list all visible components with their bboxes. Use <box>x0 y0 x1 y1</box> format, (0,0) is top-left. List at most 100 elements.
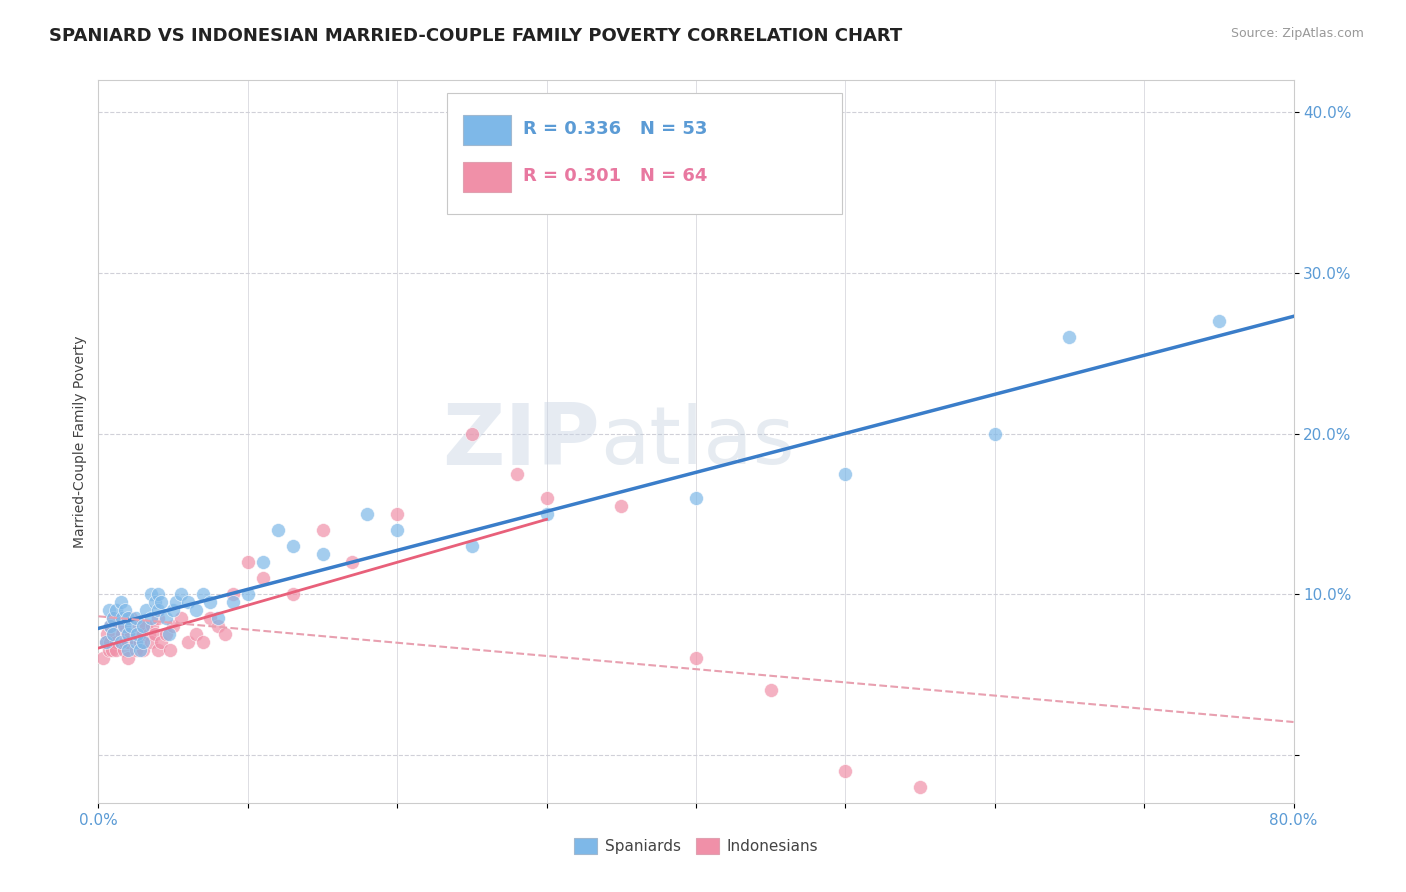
Point <box>191 635 214 649</box>
Point <box>356 507 378 521</box>
Point <box>148 611 170 625</box>
Point <box>103 627 125 641</box>
Point <box>165 595 187 609</box>
Point <box>177 635 200 649</box>
Point <box>252 555 274 569</box>
Point <box>148 603 170 617</box>
Point <box>114 603 136 617</box>
FancyBboxPatch shape <box>447 93 842 214</box>
Point <box>759 683 782 698</box>
Point <box>281 539 304 553</box>
Point <box>184 603 207 617</box>
Point <box>150 595 173 609</box>
Point <box>252 571 274 585</box>
Point <box>111 627 134 641</box>
Point <box>311 547 333 561</box>
Point <box>236 555 259 569</box>
Point <box>143 595 166 609</box>
Point <box>105 603 128 617</box>
Point <box>159 643 181 657</box>
Point <box>200 611 222 625</box>
Point <box>536 507 558 521</box>
Point <box>207 611 229 625</box>
Point <box>610 499 633 513</box>
Point <box>91 651 114 665</box>
Point <box>135 603 157 617</box>
Point <box>138 627 160 641</box>
Legend: Spaniards, Indonesians: Spaniards, Indonesians <box>568 832 824 860</box>
Point <box>155 611 177 625</box>
Point <box>1059 330 1081 344</box>
Point <box>110 595 132 609</box>
Point <box>98 635 122 649</box>
Point <box>139 635 162 649</box>
Point <box>103 611 125 625</box>
Text: Source: ZipAtlas.com: Source: ZipAtlas.com <box>1230 27 1364 40</box>
Point <box>97 643 120 657</box>
Point <box>132 635 155 649</box>
Point <box>112 643 135 657</box>
Point <box>125 643 148 657</box>
Point <box>184 627 207 641</box>
Point <box>169 611 191 625</box>
Point <box>461 426 484 441</box>
Point <box>97 603 120 617</box>
Point <box>114 619 136 633</box>
Point <box>148 587 170 601</box>
Point <box>124 635 146 649</box>
Point <box>132 619 155 633</box>
Point <box>98 619 122 633</box>
Point <box>128 619 150 633</box>
Point <box>120 611 142 625</box>
Bar <box>463 162 510 193</box>
Point <box>101 643 124 657</box>
Point <box>984 426 1007 441</box>
Point <box>162 619 184 633</box>
Point <box>117 635 139 649</box>
Point <box>135 619 157 633</box>
Point <box>461 539 484 553</box>
Point <box>385 523 409 537</box>
Point <box>1208 314 1230 328</box>
Point <box>114 635 136 649</box>
Bar <box>463 115 510 145</box>
Point <box>169 587 191 601</box>
Point <box>908 780 931 794</box>
Point <box>132 627 155 641</box>
Point <box>311 523 333 537</box>
Point <box>125 611 148 625</box>
Point <box>222 595 245 609</box>
Point <box>111 611 134 625</box>
Point <box>127 627 149 641</box>
Point <box>834 467 856 481</box>
Text: ZIP: ZIP <box>443 400 600 483</box>
Point <box>1059 812 1081 826</box>
Point <box>685 651 707 665</box>
Y-axis label: Married-Couple Family Poverty: Married-Couple Family Poverty <box>73 335 87 548</box>
Point <box>117 611 139 625</box>
Point <box>267 523 290 537</box>
Point <box>1133 828 1156 842</box>
Point <box>110 635 132 649</box>
Point <box>342 555 364 569</box>
Point <box>385 507 409 521</box>
Point <box>103 627 125 641</box>
Point <box>236 587 259 601</box>
Point <box>117 651 139 665</box>
Point <box>105 643 128 657</box>
Point <box>117 627 139 641</box>
Point <box>143 627 166 641</box>
Point <box>98 619 122 633</box>
Point <box>120 627 142 641</box>
Point <box>94 635 117 649</box>
Point <box>536 491 558 505</box>
Point <box>115 627 138 641</box>
Point <box>200 595 222 609</box>
Point <box>110 635 132 649</box>
Point <box>222 587 245 601</box>
Point <box>125 635 148 649</box>
Point <box>281 587 304 601</box>
Point <box>191 587 214 601</box>
Point <box>112 619 135 633</box>
Point <box>139 611 162 625</box>
